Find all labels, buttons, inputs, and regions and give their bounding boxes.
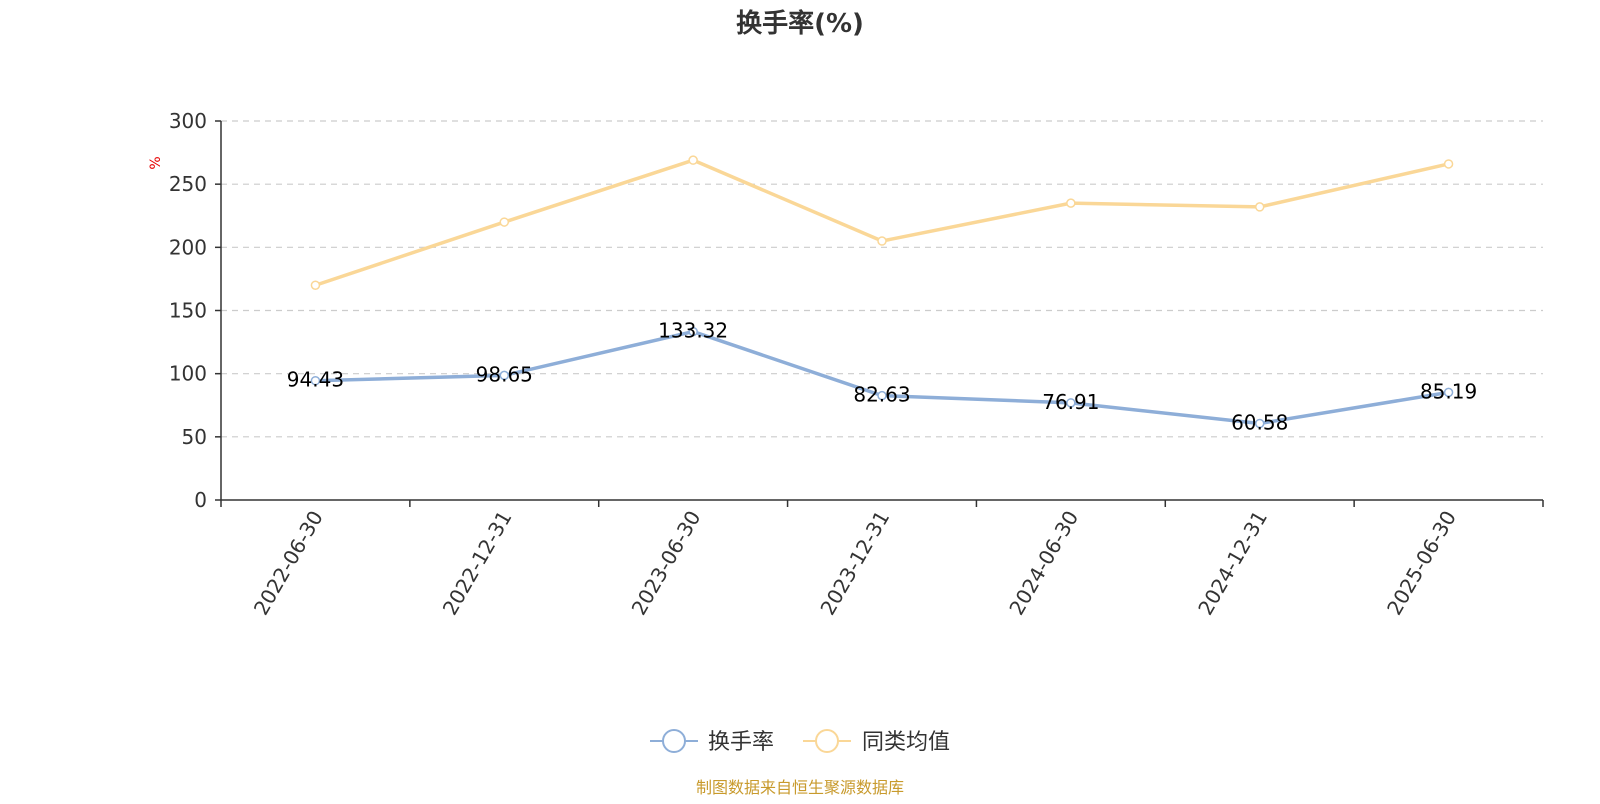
y-tick-label-50: 50 [182, 425, 207, 449]
y-axis-unit-label: % [148, 156, 164, 169]
x-tick-label-2022-06-30: 2022-06-30 [249, 507, 328, 620]
series-1-point-2 [688, 155, 698, 165]
series-lines [310, 155, 1454, 429]
legend-item-peer-average[interactable]: 同类均值 [803, 729, 950, 755]
series-0-point-6 [1443, 387, 1454, 398]
series-1-point-3 [877, 236, 887, 246]
series-1-point-0 [310, 280, 321, 290]
gridlines [221, 120, 1543, 438]
x-tick-label-2022-12-31: 2022-12-31 [438, 507, 517, 620]
chart-title: 换手率(%) [736, 8, 864, 39]
y-tick-label-0: 0 [194, 488, 207, 512]
series-0-point-2 [688, 326, 698, 337]
data-source-note: 制图数据来自恒生聚源数据库 [696, 778, 904, 797]
legend-turnover-marker [662, 729, 686, 753]
data-label-0: 94.43 [287, 368, 344, 392]
series-line-1 [313, 158, 1451, 287]
x-tick-label-2024-06-30: 2024-06-30 [1004, 507, 1083, 620]
series-1-point-4 [1066, 198, 1076, 208]
x-tick-label-2023-06-30: 2023-06-30 [627, 507, 706, 620]
y-tick-label-200: 200 [169, 235, 207, 259]
series-0-point-1 [499, 370, 510, 381]
y-tick-label-100: 100 [169, 362, 207, 386]
data-label-4: 76.91 [1042, 390, 1099, 414]
series-0-point-4 [1066, 398, 1076, 408]
legend-item-turnover[interactable]: 换手率 [650, 729, 774, 755]
data-labels: 94.43 98.65 133.32 82.63 76.91 60.58 85.19 [287, 319, 1477, 435]
legend-peer-label: 同类均值 [862, 730, 950, 755]
y-tick-label-300: 300 [169, 109, 207, 133]
series-0-point-5 [1254, 418, 1265, 429]
data-label-2: 133.32 [658, 319, 728, 343]
y-tick-label-250: 250 [169, 172, 207, 196]
legend-turnover-label: 换手率 [708, 730, 774, 755]
legend-peer-marker [815, 729, 839, 753]
series-1-point-1 [499, 217, 510, 227]
x-tick-label-2023-12-31: 2023-12-31 [815, 507, 894, 620]
axes: 0 50 100 150 200 250 300 2022-06-30 2022-12-31 20… [169, 109, 1544, 620]
data-label-6: 85.19 [1420, 379, 1477, 403]
legend: 换手率 同类均值 [650, 729, 950, 755]
data-label-3: 82.63 [853, 383, 910, 407]
series-0-point-3 [877, 390, 887, 401]
x-tick-label-2025-06-30: 2025-06-30 [1382, 507, 1461, 620]
series-1-point-6 [1443, 159, 1454, 169]
series-1-point-5 [1254, 202, 1265, 212]
data-label-1: 98.65 [476, 362, 533, 386]
y-tick-label-150: 150 [169, 299, 207, 323]
data-label-5: 60.58 [1231, 410, 1288, 434]
series-0-point-0 [310, 375, 321, 386]
x-tick-label-2024-12-31: 2024-12-31 [1193, 507, 1272, 620]
